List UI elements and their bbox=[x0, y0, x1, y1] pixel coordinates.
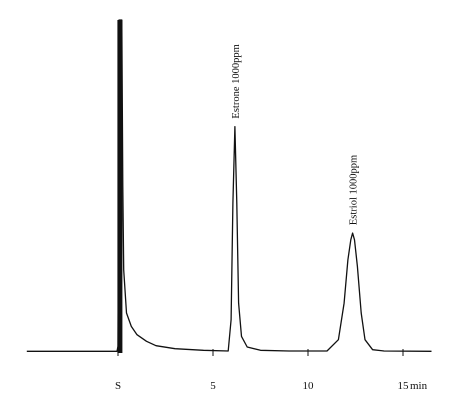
x-tick-label-0: S bbox=[115, 380, 121, 392]
x-tick-label-2: 10 bbox=[303, 380, 315, 392]
peak-label-estriol: Estriol 1000ppm bbox=[349, 155, 360, 225]
solvent-peak-spike bbox=[117, 20, 123, 353]
x-tick-label-1: 5 bbox=[210, 380, 216, 392]
chromatogram-trace bbox=[26, 19, 432, 352]
x-unit-label: min bbox=[410, 380, 428, 392]
x-tick-label-3: 15 bbox=[398, 380, 410, 392]
peak-label-estrone: Estrone 1000ppm bbox=[231, 44, 242, 118]
